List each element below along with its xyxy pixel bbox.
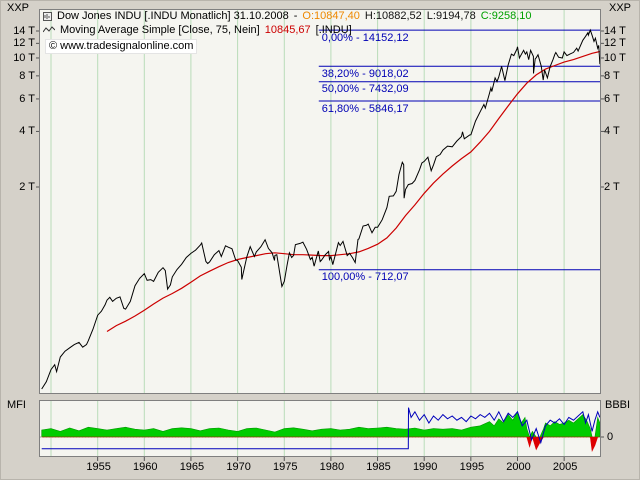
y-axis-label-left-4: 6 T: [19, 92, 35, 105]
x-axis-year-label-6: 1985: [366, 461, 391, 473]
y-axis-label-left-3: 8 T: [19, 69, 35, 82]
y-axis-label-right-1: 12 T: [604, 37, 626, 50]
y-axis-label-left-1: 12 T: [13, 37, 35, 50]
y-axis-label-right-6: 2 T: [604, 181, 620, 193]
price-chart-icon: [43, 11, 52, 21]
y-axis-label-right-0: 14 T: [604, 24, 626, 37]
x-axis-year-label-7: 1990: [412, 461, 438, 473]
x-axis-year-label-10: 2005: [552, 461, 578, 473]
instrument-legend[interactable]: Dow Jones INDU [.INDU Monatlich] 31.10.2…: [43, 10, 531, 22]
indicator-zero-label: 0: [607, 431, 614, 443]
ma-title: Moving Average Simple [Close, 75, Nein]: [60, 24, 260, 36]
x-axis-year-label-9: 2000: [506, 461, 531, 473]
y-axis-label-left-5: 4 T: [19, 125, 35, 138]
open-value: O:10847,40: [302, 10, 360, 22]
main-chart-panel[interactable]: [39, 9, 601, 394]
right-axis-unit-label: XXP: [609, 2, 632, 14]
instrument-title: Dow Jones INDU [.INDU Monatlich] 31.10.2…: [57, 10, 289, 22]
x-axis-year-label-0: 1955: [86, 461, 111, 473]
ma-symbol-suffix: [.INDU]: [315, 24, 352, 36]
low-value: L:9194,78: [426, 10, 476, 22]
fib-label-3: 61,80% - 5846,17: [321, 102, 409, 115]
high-value: H:10882,52: [364, 10, 422, 22]
x-axis-year-label-5: 1980: [319, 461, 345, 473]
y-axis-label-left-2: 10 T: [13, 51, 35, 64]
x-axis-year-label-4: 1975: [273, 461, 298, 473]
watermark: © www.tradesignalonline.com: [45, 39, 198, 54]
left-axis-unit-label: XXP: [7, 2, 30, 14]
y-axis-label-left-0: 14 T: [13, 24, 35, 37]
indicator-left-label: MFI: [7, 399, 26, 411]
fib-label-2: 50,00% - 7432,09: [321, 83, 409, 96]
indicator-legend[interactable]: Moving Average Simple [Close, 75, Nein] …: [42, 24, 352, 36]
x-axis-year-label-3: 1970: [226, 461, 251, 473]
close-value: C:9258,10: [480, 10, 532, 22]
legend-separator: -: [293, 10, 298, 22]
x-axis-year-label-2: 1965: [179, 461, 205, 473]
indicator-panel[interactable]: [39, 400, 601, 457]
y-axis-label-right-5: 4 T: [604, 125, 620, 138]
indicator-right-label: BBBI: [605, 399, 631, 411]
ma-value: 10845,67: [264, 24, 311, 36]
y-axis-label-right-2: 10 T: [604, 51, 626, 64]
y-axis-label-left-6: 2 T: [19, 181, 35, 193]
x-axis-year-label-8: 1995: [459, 461, 485, 473]
y-axis-label-right-4: 6 T: [604, 92, 620, 105]
fib-label-4: 100,00% - 712,07: [321, 271, 409, 284]
fib-label-1: 38,20% - 9018,02: [321, 67, 409, 80]
x-axis-year-label-1: 1960: [133, 461, 158, 473]
moving-average-icon: [42, 26, 56, 34]
y-axis-label-right-3: 8 T: [604, 69, 620, 82]
